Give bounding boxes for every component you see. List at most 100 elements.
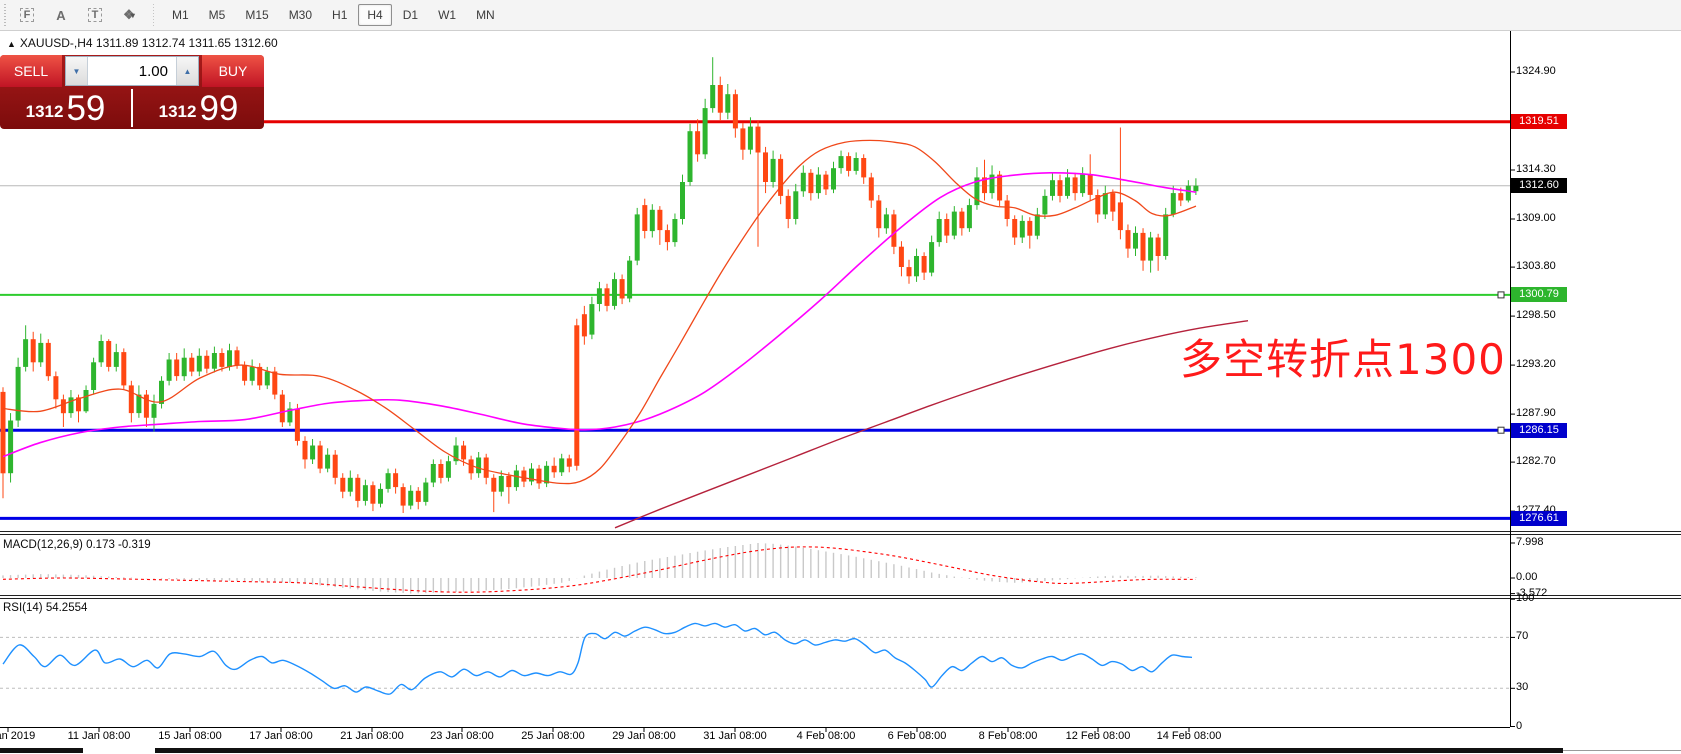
candle-body xyxy=(370,485,376,504)
candle-body xyxy=(566,458,572,467)
candle-body xyxy=(1065,177,1070,196)
candle-body xyxy=(423,482,429,502)
sell-button[interactable]: SELL xyxy=(0,55,62,87)
candle-body xyxy=(242,365,248,381)
candle-body xyxy=(1125,230,1131,249)
candle-body xyxy=(506,476,512,488)
tf-button-h1[interactable]: H1 xyxy=(332,8,348,22)
candle-body xyxy=(695,131,701,155)
tf-button-m30[interactable]: M30 xyxy=(288,8,313,22)
candle-body xyxy=(1117,202,1123,231)
candle-body xyxy=(536,468,542,484)
macd-indicator-label: MACD(12,26,9) 0.173 -0.319 xyxy=(3,539,151,551)
rsi-axis-label: 100 xyxy=(1516,592,1535,605)
horizontal-scrollbar[interactable] xyxy=(0,747,1681,754)
candle-body xyxy=(680,182,685,219)
candle-body xyxy=(347,477,353,492)
candle-body xyxy=(461,445,467,460)
candle-body xyxy=(196,355,202,372)
candle-body xyxy=(136,394,142,414)
candle-body xyxy=(951,211,957,236)
tf-button-w1[interactable]: W1 xyxy=(438,8,457,22)
candle-body xyxy=(476,457,482,474)
candle-body xyxy=(121,352,127,386)
text-label-icon[interactable]: A xyxy=(56,7,66,23)
candle-body xyxy=(38,342,44,363)
price-badge: 1300.79 xyxy=(1511,287,1567,303)
tf-button-m1[interactable]: M1 xyxy=(172,8,189,22)
sell-price-pips: 59 xyxy=(66,89,106,128)
candle-body xyxy=(76,397,81,412)
candle-body xyxy=(483,457,489,478)
hline-handle[interactable] xyxy=(1497,426,1505,434)
candle-body xyxy=(1012,219,1018,238)
candle-body xyxy=(838,156,844,169)
candle-body xyxy=(1170,193,1176,215)
tf-button-m5[interactable]: M5 xyxy=(208,8,226,22)
scrollbar-thumb[interactable] xyxy=(155,748,1563,753)
time-axis-label: 29 Jan 08:00 xyxy=(612,730,676,742)
candle-body xyxy=(770,158,776,182)
candle-body xyxy=(378,488,383,504)
candle-body xyxy=(544,465,550,484)
toolbar-drag-handle[interactable] xyxy=(2,4,10,26)
candle-body xyxy=(982,177,987,194)
candle-body xyxy=(619,279,625,299)
candle-body xyxy=(1178,193,1184,201)
rsi-indicator-label: RSI(14) 54.2554 xyxy=(3,602,88,614)
buy-button[interactable]: BUY xyxy=(202,55,264,87)
candle-body xyxy=(815,174,821,194)
candle-body xyxy=(15,366,21,421)
buy-price[interactable]: 1312 99 xyxy=(133,87,264,129)
time-axis-label: 23 Jan 08:00 xyxy=(430,730,494,742)
candle-body xyxy=(174,359,180,377)
toolbar-separator xyxy=(150,4,156,26)
snap-grid-icon[interactable]: F xyxy=(12,3,42,27)
candle-body xyxy=(106,341,112,367)
tf-button-mn[interactable]: MN xyxy=(476,8,495,22)
scrollbar-track xyxy=(1563,750,1681,751)
candle-body xyxy=(294,408,300,441)
tf-button-d1[interactable]: D1 xyxy=(402,8,419,22)
candle-body xyxy=(649,209,655,232)
tf-button-h4[interactable]: H4 xyxy=(358,4,392,26)
candle-body xyxy=(793,191,799,219)
candle-body xyxy=(1133,232,1138,249)
tf-button-m15[interactable]: M15 xyxy=(245,8,269,22)
candle-body xyxy=(30,339,36,363)
candle-body xyxy=(438,464,444,478)
price-axis-label: 1309.00 xyxy=(1516,212,1556,224)
candle-body xyxy=(959,211,965,229)
candle-body xyxy=(445,461,451,478)
candle-body xyxy=(128,385,134,414)
volume-input[interactable]: 1.00 xyxy=(87,57,177,85)
candle-body xyxy=(159,380,164,404)
scrollbar-segment xyxy=(0,748,83,753)
sell-price[interactable]: 1312 59 xyxy=(0,87,131,129)
chart-text-annotation[interactable]: 多空转折点1300 xyxy=(1180,335,1506,384)
candle-body xyxy=(393,473,399,488)
candle-body xyxy=(272,371,278,395)
volume-increase-icon[interactable]: ▲ xyxy=(177,57,198,85)
symbol-ohlc-text: XAUUSD-,H4 1311.89 1312.74 1311.65 1312.… xyxy=(19,36,278,50)
buy-price-base: 1312 xyxy=(158,102,197,121)
candle-body xyxy=(1034,214,1040,236)
candle-body xyxy=(657,209,663,231)
candle-body xyxy=(634,214,640,261)
candle-body xyxy=(1057,180,1063,196)
candle-body xyxy=(740,128,746,150)
candle-body xyxy=(1110,193,1116,212)
candle-body xyxy=(891,214,897,247)
hline-handle[interactable] xyxy=(1497,291,1505,299)
candle-body xyxy=(1155,237,1161,256)
macd-signal-line xyxy=(2,546,1197,593)
candle-body xyxy=(8,420,14,474)
indicators-icon[interactable]: ❖ ▾ xyxy=(123,7,135,22)
price-axis-label: 1298.50 xyxy=(1516,309,1556,322)
text-box-icon[interactable]: T xyxy=(80,3,110,27)
volume-decrease-icon[interactable]: ▼ xyxy=(66,57,87,85)
candle-body xyxy=(808,172,814,194)
candle-body xyxy=(513,470,519,488)
